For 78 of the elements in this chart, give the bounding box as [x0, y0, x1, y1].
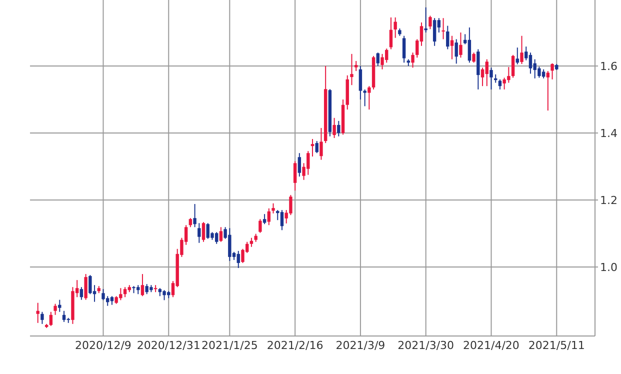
candlestick: [485, 58, 488, 87]
candlestick: [310, 138, 314, 157]
candlestick: [450, 35, 454, 60]
candlestick: [293, 160, 297, 192]
x-tick-label: 2020/12/9: [75, 339, 132, 352]
candlestick: [498, 78, 502, 90]
candlestick: [36, 302, 40, 324]
candlestick: [528, 52, 532, 74]
candlestick: [459, 32, 462, 58]
candlestick: [394, 16, 397, 38]
candlestick: [123, 286, 127, 298]
candlestick: [54, 303, 57, 316]
candlestick: [250, 237, 254, 248]
x-tick-label: 2020/12/31: [136, 339, 200, 352]
candlestick: [424, 6, 428, 33]
candlestick: [402, 35, 406, 64]
candlestick: [468, 26, 472, 64]
candlestick: [376, 52, 380, 66]
candlestick: [214, 232, 218, 244]
candlestick: [511, 54, 515, 78]
candlestick: [332, 117, 336, 139]
candlestick: [368, 86, 371, 110]
candlestick: [193, 204, 196, 228]
candlestick: [389, 16, 393, 50]
candlestick: [432, 18, 436, 46]
y-tick-label: 1.2: [600, 194, 618, 207]
candlestick: [337, 120, 340, 137]
candlestick: [272, 202, 275, 214]
candlestick: [446, 25, 450, 50]
candlestick: [472, 52, 476, 64]
candlestick: [102, 288, 105, 301]
candlestick: [363, 88, 366, 107]
y-tick-label: 1.6: [600, 60, 618, 73]
candlestick: [84, 274, 88, 300]
candlestick: [546, 70, 550, 112]
candlestick: [411, 52, 414, 68]
candlestick: [428, 15, 432, 30]
candlestick: [542, 68, 546, 79]
x-tick-label: 2021/1/25: [201, 339, 258, 352]
candlestick: [40, 311, 44, 324]
candlestick: [88, 274, 92, 295]
candlestick: [49, 311, 53, 326]
candlestick: [516, 47, 519, 65]
candlestick: [162, 290, 166, 301]
candlestick: [188, 218, 192, 228]
candlestick: [354, 60, 358, 72]
candlestick: [267, 208, 271, 226]
candlestick: [241, 248, 244, 264]
y-tick-label: 1.4: [600, 126, 618, 140]
candlestick: [520, 35, 524, 64]
candlestick: [442, 18, 445, 40]
candlestick: [350, 53, 354, 86]
x-tick-label: 2021/5/11: [528, 339, 585, 352]
candlestick: [320, 127, 323, 160]
candlestick: [358, 65, 362, 100]
candlestick: [62, 310, 66, 322]
y-tick-label: 1.0: [600, 260, 618, 274]
candlestick: [262, 214, 266, 225]
x-tick-label: 2021/2/16: [266, 339, 324, 352]
x-tick-label: 2021/3/9: [336, 339, 386, 352]
candlestick: [58, 299, 62, 312]
candlestick: [454, 38, 458, 64]
candlestick: [380, 53, 384, 70]
candlestick: [490, 67, 493, 90]
candlestick: [550, 62, 554, 80]
candlestick: [258, 218, 262, 234]
candlestick: [236, 250, 240, 268]
candlestick: [280, 210, 284, 231]
candlestick: [198, 222, 201, 244]
candlestick: [140, 274, 144, 297]
candlestick: [219, 226, 223, 242]
candlestick: [80, 286, 84, 300]
x-tick-label: 2021/3/30: [398, 339, 454, 352]
candlestick: [315, 140, 318, 154]
candlestick: [298, 152, 302, 178]
x-tick-label: 2021/4/20: [463, 339, 520, 352]
candlestick: [476, 48, 480, 90]
candlestick: [202, 222, 206, 242]
